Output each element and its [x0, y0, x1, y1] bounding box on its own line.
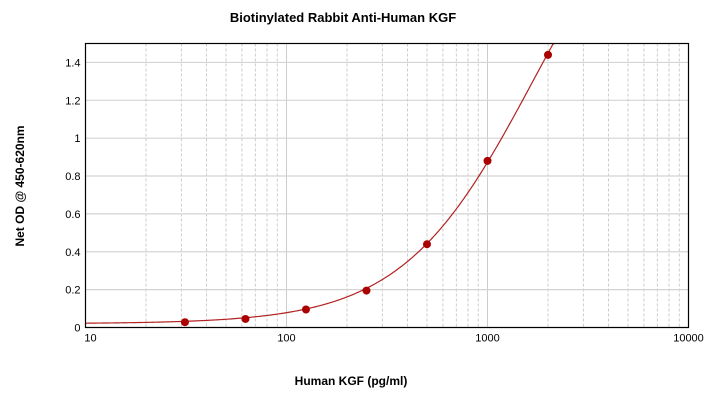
x-tick-label: 10000	[673, 333, 704, 345]
data-point	[241, 314, 250, 323]
x-tick-label: 10	[84, 333, 96, 345]
y-tick-label: 1	[74, 133, 80, 145]
data-point	[180, 318, 189, 327]
fit-curve-line	[85, 42, 555, 324]
y-tick-label: 1.4	[65, 57, 80, 69]
chart-title: Biotinylated Rabbit Anti-Human KGF	[230, 10, 456, 25]
x-tick-label: 1000	[475, 333, 499, 345]
data-point	[422, 240, 431, 249]
plot-frame	[84, 42, 690, 329]
y-tick-label: 0.2	[65, 285, 80, 297]
x-axis-label: Human KGF (pg/ml)	[295, 374, 408, 388]
data-point	[483, 156, 492, 165]
y-tick-label: 1.2	[65, 95, 80, 107]
data-point	[544, 50, 553, 59]
data-point	[301, 305, 310, 314]
y-tick-label: 0.4	[65, 247, 80, 259]
y-tick-label: 0	[74, 323, 80, 335]
data-points	[180, 50, 553, 327]
grid	[85, 43, 689, 329]
y-axis-label: Net OD @ 450-620nm	[13, 125, 27, 246]
tick-labels: 10 100 1000 10000 0 0.2 0.4 0.6 0.8 1 1.2 1.4	[65, 57, 704, 344]
y-tick-label: 0.6	[65, 209, 80, 221]
fit-curve-layer	[85, 42, 555, 324]
x-tick-label: 100	[277, 333, 295, 345]
y-tick-label: 0.8	[65, 171, 80, 183]
data-point	[362, 286, 371, 295]
